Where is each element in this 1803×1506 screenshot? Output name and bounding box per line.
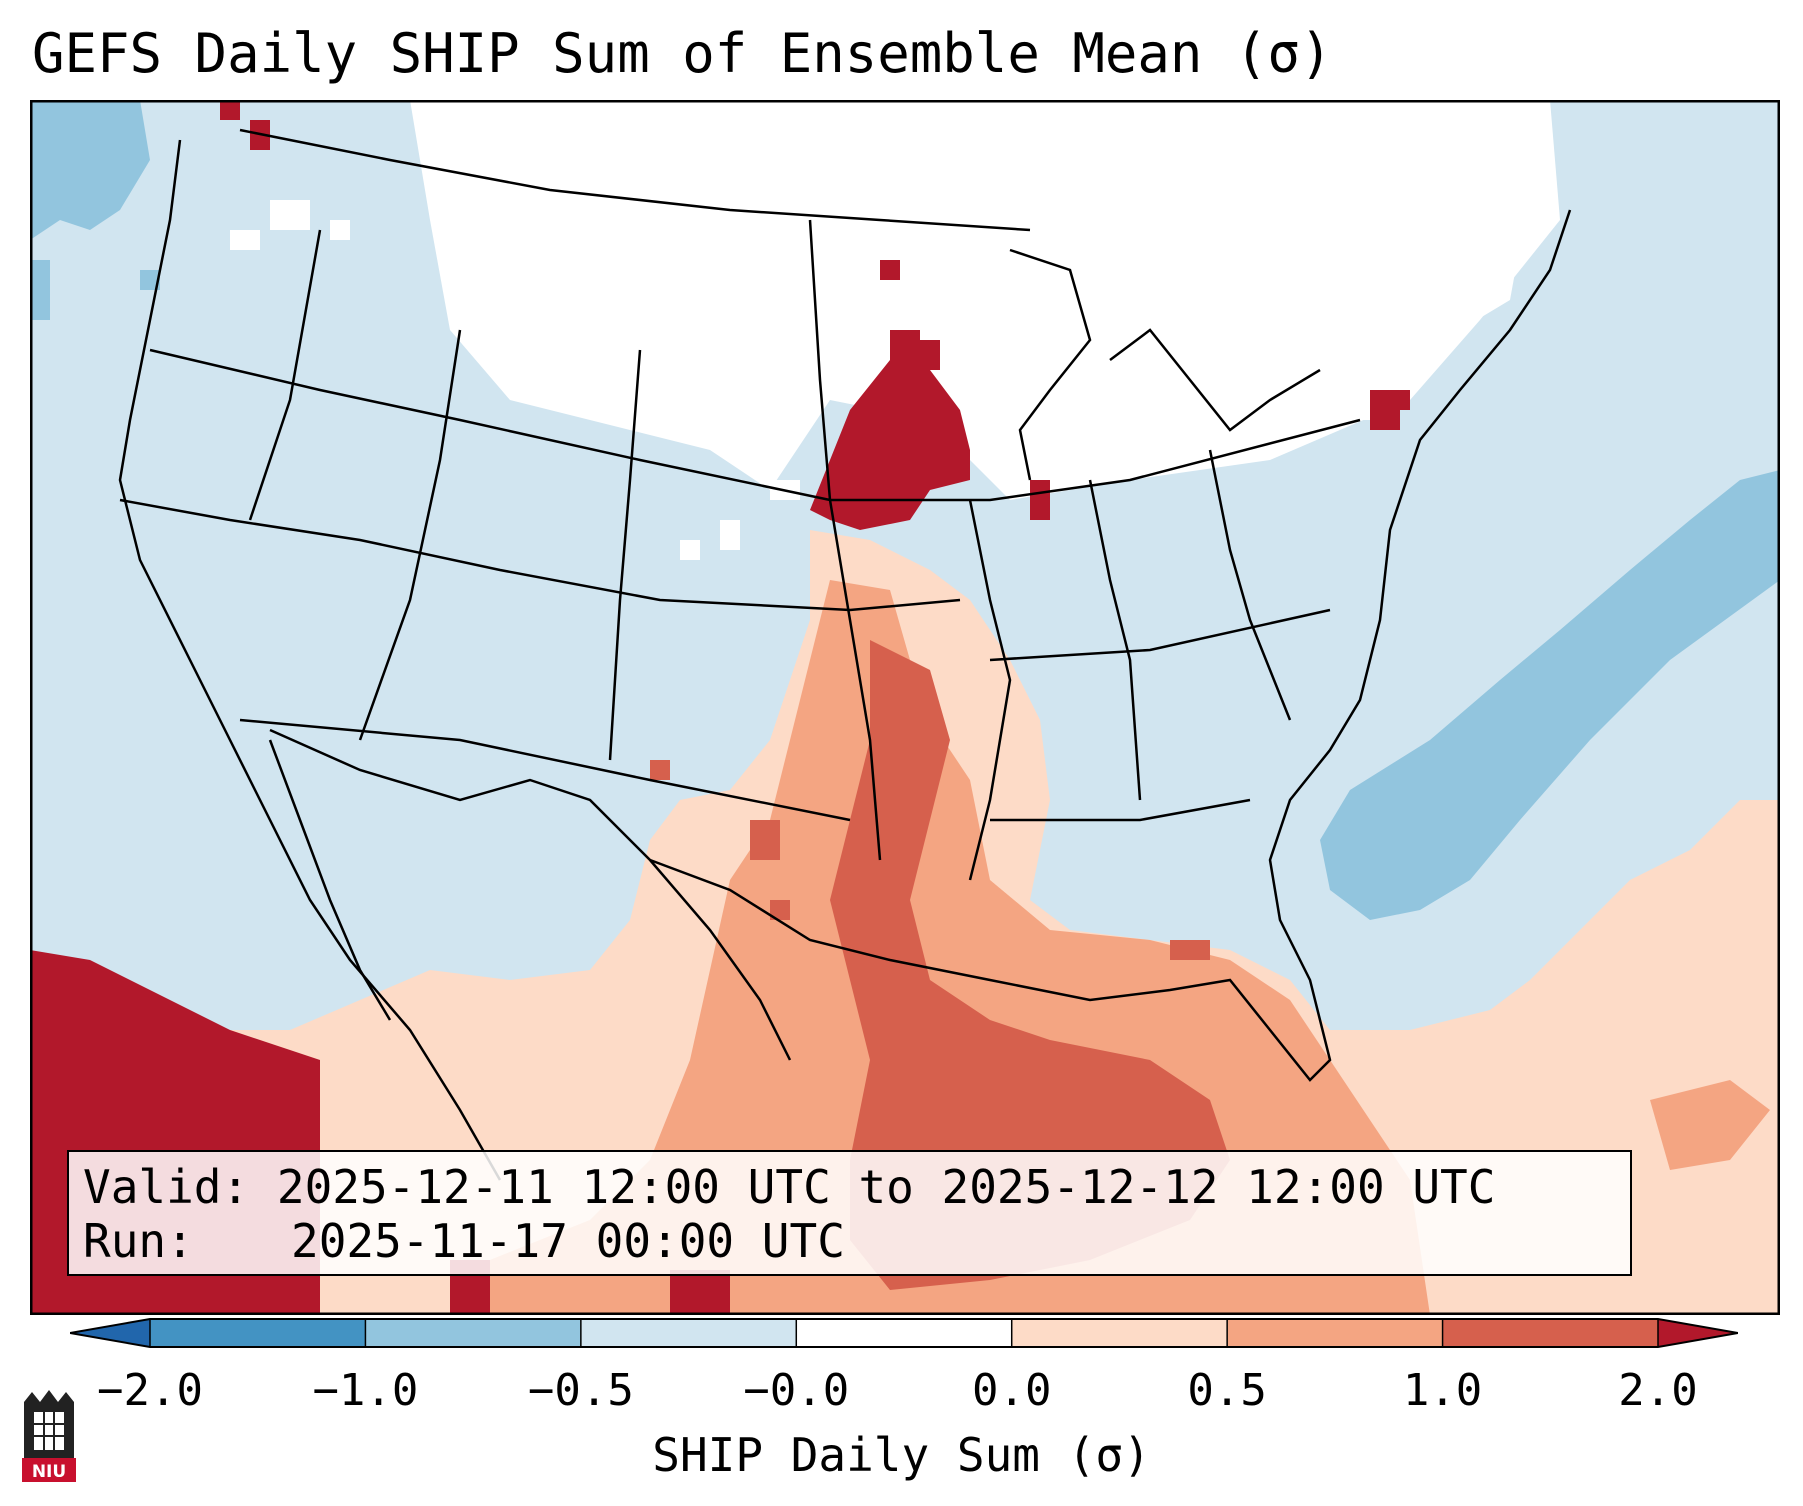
positive-region-medium-east	[1650, 1080, 1770, 1170]
colorbar-label: SHIP Daily Sum (σ)	[652, 1428, 1151, 1482]
niu-logo: NIU	[22, 1390, 76, 1482]
colorbar-tick-label: −1.0	[312, 1365, 419, 1416]
colorbar-segment	[1011, 1319, 1228, 1347]
valid-info-box: Valid: 2025-12-11 12:00 UTC to 2025-12-1…	[67, 1150, 1632, 1276]
run-label: Run:	[83, 1214, 194, 1268]
colorbar-segment	[150, 1319, 366, 1347]
colorbar-over-arrow	[1658, 1319, 1738, 1347]
run-value: 2025-11-17 00:00 UTC	[291, 1214, 845, 1268]
mexico-border	[269, 728, 792, 1061]
boundaries	[118, 128, 1572, 1181]
colorbar-tick-label: −0.0	[743, 1365, 850, 1416]
colorbar-tick-label: −0.5	[527, 1365, 634, 1416]
west-coast	[118, 139, 502, 1181]
colorbar-segment	[365, 1319, 582, 1347]
baja	[268, 739, 392, 1021]
map-title: GEFS Daily SHIP Sum of Ensemble Mean (σ)	[32, 22, 1333, 85]
colorbar	[70, 1318, 1738, 1348]
run-line: Run: 2025-11-17 00:00 UTC	[83, 1214, 845, 1268]
logo-text: NIU	[32, 1462, 66, 1482]
colorbar-tick-label: 1.0	[1402, 1365, 1483, 1416]
colorbar-under-arrow	[70, 1319, 150, 1347]
valid-value: 2025-12-11 12:00 UTC to 2025-12-12 12:00…	[276, 1160, 1496, 1214]
colorbar-segment	[1227, 1319, 1444, 1347]
colorbar-tick-label: 0.5	[1187, 1365, 1267, 1416]
map-frame	[30, 100, 1780, 1315]
colorbar-segment	[1442, 1319, 1659, 1347]
us-canada-border	[239, 128, 1031, 232]
valid-label: Valid:	[83, 1160, 250, 1214]
valid-line: Valid: 2025-12-11 12:00 UTC to 2025-12-1…	[83, 1160, 1495, 1214]
neutral-region-northeast	[1210, 120, 1530, 400]
colorbar-outline	[70, 1318, 1738, 1348]
colorbar-segment	[580, 1319, 797, 1347]
map-panel	[30, 100, 1780, 1315]
colorbar-tick-label: 2.0	[1618, 1365, 1698, 1416]
colorbar-segment	[796, 1319, 1013, 1347]
great-lakes	[1009, 248, 1321, 481]
positive-speckles	[650, 760, 1210, 960]
colorbar-tick-label: 0.0	[971, 1365, 1052, 1416]
colorbar-tick-label: −2.0	[97, 1365, 203, 1416]
interior-lines	[119, 219, 1361, 881]
positive-region-strong	[830, 640, 1230, 1290]
gulf-coast	[649, 209, 1572, 1082]
negative-region-atlantic	[1320, 470, 1780, 920]
negative-region-nw	[30, 100, 160, 320]
